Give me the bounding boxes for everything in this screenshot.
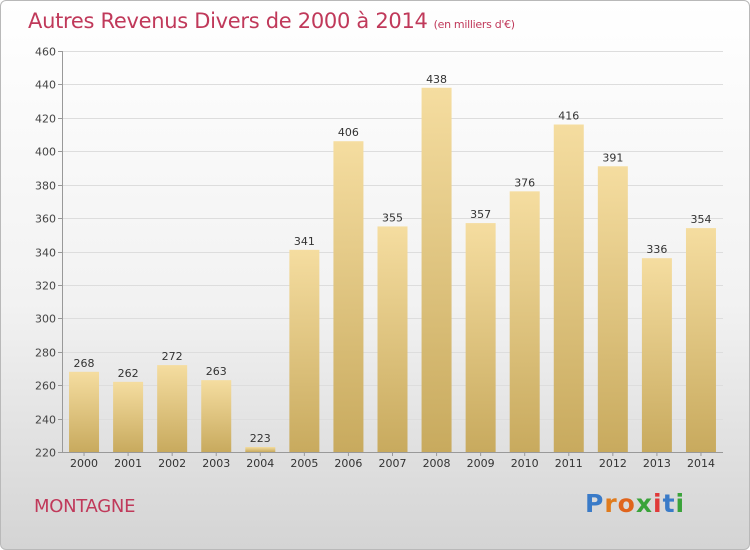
- x-tick-label: 2013: [643, 457, 671, 470]
- logo-letter: x: [635, 489, 653, 518]
- data-label: 376: [514, 176, 535, 189]
- x-tick-label: 2014: [687, 457, 715, 470]
- y-tick-label: 380: [35, 180, 56, 193]
- logo-letter: i: [653, 489, 663, 518]
- x-tick-label: 2009: [467, 457, 495, 470]
- x-tick-label: 2000: [70, 457, 98, 470]
- logo-letter: i: [675, 489, 686, 518]
- y-tick-label: 320: [35, 280, 56, 293]
- data-label: 272: [162, 350, 183, 363]
- bar-2003: [201, 380, 232, 452]
- data-label: 391: [602, 151, 623, 164]
- x-tick-label: 2005: [290, 457, 318, 470]
- x-tick-label: 2008: [423, 457, 451, 470]
- data-label: 341: [294, 235, 315, 248]
- y-tick-label: 240: [35, 414, 56, 427]
- bar-2000: [69, 371, 100, 452]
- bar-2001: [113, 381, 144, 452]
- logo-letter: t: [662, 489, 676, 518]
- y-tick-label: 280: [35, 347, 56, 360]
- chart-unit: (en milliers d'€): [433, 18, 515, 31]
- x-tick-label: 2012: [599, 457, 627, 470]
- y-tick-label: 420: [35, 113, 56, 126]
- data-label: 268: [74, 357, 95, 370]
- bar-2014: [685, 228, 716, 452]
- data-label: 438: [426, 73, 447, 86]
- data-label: 416: [558, 110, 579, 123]
- bar-2012: [597, 166, 628, 452]
- bar-2011: [553, 124, 584, 453]
- x-tick-label: 2006: [334, 457, 362, 470]
- y-tick-label: 260: [35, 380, 56, 393]
- bar-2008: [421, 87, 452, 452]
- bar-2013: [641, 258, 672, 452]
- bar-2005: [289, 249, 320, 452]
- data-label: 354: [690, 213, 711, 226]
- logo-letter: P: [585, 489, 605, 518]
- data-label: 262: [118, 367, 139, 380]
- y-tick-label: 300: [35, 313, 56, 326]
- x-tick-label: 2007: [379, 457, 407, 470]
- data-label: 223: [250, 432, 271, 445]
- logo-letter: o: [617, 489, 636, 518]
- y-tick-label: 440: [35, 79, 56, 92]
- x-tick-label: 2001: [114, 457, 142, 470]
- x-tick-label: 2004: [246, 457, 274, 470]
- data-label: 355: [382, 211, 403, 224]
- y-tick-label: 460: [35, 46, 56, 59]
- x-tick-label: 2011: [555, 457, 583, 470]
- chart-title-text: Autres Revenus Divers de 2000 à 2014: [28, 9, 428, 33]
- y-tick-label: 220: [35, 447, 56, 460]
- bar-2006: [333, 141, 364, 452]
- logo-letter: r: [604, 489, 618, 518]
- x-tick-label: 2003: [202, 457, 230, 470]
- bar-2002: [157, 365, 188, 452]
- x-tick-label: 2002: [158, 457, 186, 470]
- commune-name: MONTAGNE: [34, 496, 136, 517]
- y-tick-label: 400: [35, 146, 56, 159]
- proxiti-logo: Proxiti: [585, 489, 685, 518]
- x-tick-label: 2010: [511, 457, 539, 470]
- y-tick-label: 360: [35, 213, 56, 226]
- bar-2010: [509, 191, 540, 452]
- data-label: 357: [470, 208, 491, 221]
- bar-2004: [245, 446, 276, 452]
- bar-2007: [377, 226, 408, 452]
- bar-2009: [465, 223, 496, 452]
- data-label: 336: [646, 243, 667, 256]
- y-tick-label: 340: [35, 247, 56, 260]
- chart-title: Autres Revenus Divers de 2000 à 2014 (en …: [28, 9, 515, 33]
- data-label: 406: [338, 126, 359, 139]
- data-label: 263: [206, 365, 227, 378]
